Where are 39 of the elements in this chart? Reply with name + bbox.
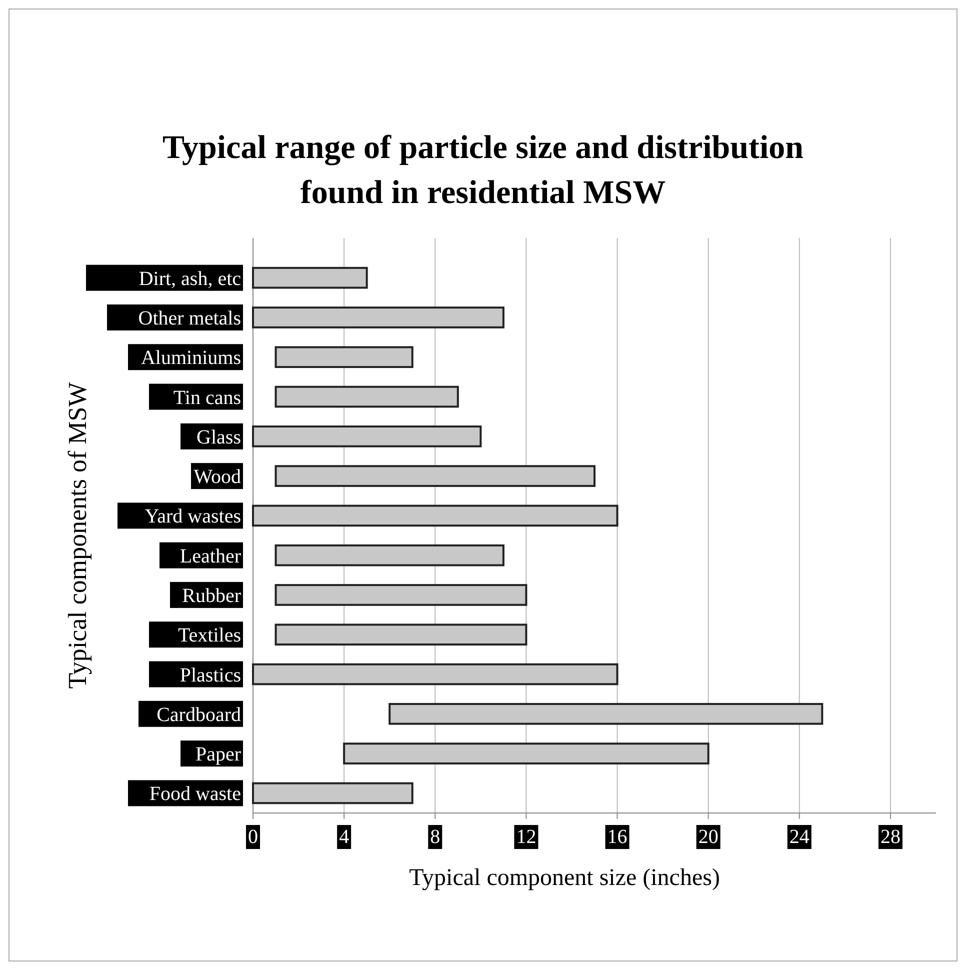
y-tick-label: Leather — [180, 545, 242, 568]
x-tick-label: 8 — [430, 826, 440, 848]
y-tick-label: Tin cans — [173, 386, 242, 409]
y-tick-label: Other metals — [138, 307, 242, 330]
y-tick-label: Plastics — [180, 664, 242, 686]
y-tick-label: Glass — [196, 426, 242, 448]
bar — [274, 346, 414, 368]
bar — [274, 386, 459, 408]
bar — [388, 702, 824, 725]
bar — [274, 544, 504, 566]
y-tick-label: Dirt, ash, etc — [138, 268, 242, 290]
bar — [343, 742, 710, 764]
x-tick-label: 24 — [789, 826, 810, 848]
bar — [274, 584, 528, 606]
x-axis-title: Typical component size (inches) — [409, 865, 720, 891]
bar — [252, 504, 618, 527]
x-tick-label: 4 — [339, 826, 350, 848]
y-tick-label: Rubber — [182, 584, 242, 607]
bar — [252, 663, 618, 686]
x-tick-label: 16 — [607, 826, 628, 848]
y-tick-label: Yard wastes — [144, 506, 242, 528]
x-tick-label: 12 — [516, 826, 536, 848]
bar — [252, 266, 368, 289]
y-tick-label: Aluminiums — [140, 347, 242, 370]
y-tick-label: Paper — [195, 744, 242, 766]
y-tick-label: Food waste — [149, 783, 242, 806]
y-tick-label: Textiles — [178, 624, 242, 647]
bar — [274, 624, 528, 646]
x-tick-label: 28 — [880, 826, 900, 848]
y-tick-label: Cardboard — [156, 704, 241, 726]
bar — [274, 465, 596, 487]
x-tick-label: 0 — [248, 826, 258, 848]
bar — [252, 782, 414, 804]
chart-title: Typical range of particle size and distribution found in residential MSW — [162, 130, 804, 211]
y-axis-title: Typical components of MSW — [63, 382, 92, 689]
bar — [252, 425, 482, 448]
y-tick-label: Wood — [194, 466, 241, 488]
x-tick-label: 20 — [698, 826, 718, 848]
bar — [252, 306, 504, 328]
